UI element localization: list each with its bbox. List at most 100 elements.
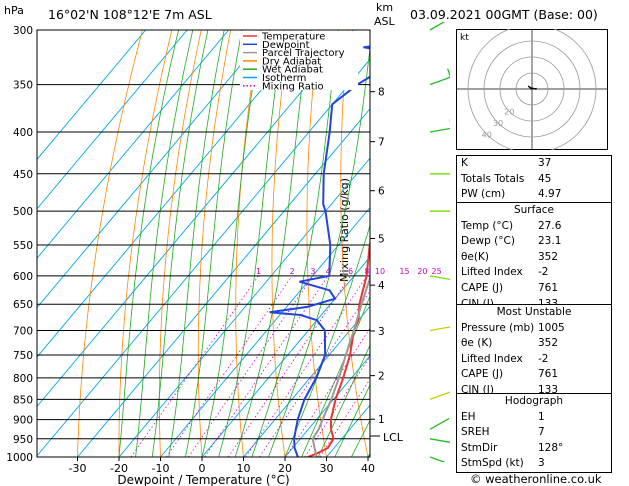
legend-label: Temperature: [261, 32, 325, 43]
mixing-ratio-label: 25: [432, 267, 442, 276]
pressure-tick-label: 900: [13, 415, 33, 427]
hpa-unit-label: hPa: [4, 4, 24, 17]
surface-box: Surface Temp (°C) 27.6 Dewp (°C) 23.1 θe(K…: [456, 202, 612, 314]
isotherm-line: [37, 30, 147, 161]
mixing-ratio-line: [227, 275, 351, 457]
mixing-ratio-line: [304, 355, 370, 457]
plot-area: [37, 30, 629, 457]
hodograph-ring: [483, 40, 581, 138]
km-tick-label: 3: [378, 326, 385, 338]
x-tick-label: 0: [199, 462, 206, 475]
hodograph-title: Hodograph: [504, 395, 564, 407]
pressure-tick-label: 300: [13, 25, 33, 37]
wet-adiabat-line: [151, 30, 209, 457]
pressure-tick-label: 450: [13, 169, 33, 181]
surface-title: Surface: [513, 204, 554, 216]
mixing-ratio-label: 20: [417, 267, 427, 276]
mixing-ratio-label: 10: [375, 267, 385, 276]
pressure-tick-label: 350: [13, 80, 33, 92]
most-unstable-title: Most Unstable: [496, 306, 572, 318]
pressure-tick-label: 1000: [6, 452, 33, 464]
wet-adiabat-line: [334, 384, 370, 457]
wind-barb: [429, 438, 450, 443]
wind-barb-shaft: [429, 68, 450, 86]
wind-barb-shaft: [429, 417, 450, 430]
hodograph-unit-label: kt: [460, 33, 469, 43]
mixing-ratio-label: 2: [290, 267, 295, 276]
mixing-ratio-line: [166, 275, 293, 457]
hodograph-ring: [515, 72, 549, 106]
wind-barb-shaft: [429, 275, 450, 281]
storm-motion-vector: [527, 85, 533, 90]
hodograph-stats-box: Hodograph EH 1 SREH 7 StmDir 128° StmSpd (k…: [456, 393, 612, 473]
wind-barb: [429, 391, 450, 400]
km-tick-label: 1: [378, 414, 385, 426]
wind-barb-shaft: [429, 22, 446, 31]
wet-adiabat-line: [317, 344, 370, 457]
pressure-tick-label: 500: [13, 206, 33, 218]
station-location: 16°02'N 108°12'E 7m ASL: [48, 7, 212, 22]
wind-barb-shaft: [429, 210, 450, 212]
mixing-ratio-line: [130, 275, 259, 457]
mixing-ratio-line: [188, 275, 314, 457]
mixing-ratio-line: [245, 275, 368, 457]
legend-label: Parcel Trajectory: [262, 48, 345, 59]
x-tick-label: 10: [237, 462, 251, 475]
legend-label: Dry Adiabat: [262, 56, 321, 67]
forecast-date: 03.09.2021 00GMT (Base: 00): [410, 7, 598, 22]
legend-background: [240, 31, 358, 90]
wet-adiabat-line: [201, 30, 262, 457]
isotherm-line: [37, 30, 354, 408]
isotherm-line: [37, 30, 271, 309]
pressure-tick-label: 950: [13, 434, 33, 446]
pressure-tick-label: 400: [13, 127, 33, 139]
km-tick-label: 7: [378, 137, 385, 149]
dry-adiabat-line: [306, 30, 327, 457]
pressure-tick-label: 700: [13, 326, 33, 338]
wind-barb: [429, 210, 450, 212]
wind-barb: [429, 275, 450, 281]
mixing-ratio-label: 1: [256, 267, 261, 276]
wind-barb-shaft: [429, 456, 446, 462]
mixing-ratio-line: [204, 275, 329, 457]
isotherm-line: [77, 108, 370, 457]
mixing-ratio-label: 8: [364, 267, 369, 276]
isotherm-line: [284, 355, 370, 457]
wind-barb: [429, 417, 450, 430]
dry-adiabat-line: [613, 30, 629, 457]
asl-unit-label: ASL: [374, 15, 395, 28]
pressure-tick-label: 850: [13, 394, 33, 406]
wind-barb: [429, 22, 446, 31]
pressure-tick-label: 550: [13, 240, 33, 252]
km-tick-label: 5: [378, 233, 385, 245]
mixing-ratio-label: 15: [399, 267, 409, 276]
legend-label: Isotherm: [262, 73, 306, 84]
dewpoint-profile: [269, 45, 370, 457]
legend-label: Dewpoint: [262, 40, 310, 51]
wet-adiabat-line: [251, 30, 339, 457]
hodograph-ring-label: 30: [493, 119, 503, 128]
x-tick-label: 30: [320, 462, 334, 475]
wind-barb-shaft: [429, 438, 450, 443]
pressure-tick-label: 800: [13, 373, 33, 385]
mixing-ratio-label: 4: [326, 267, 331, 276]
x-axis-label: Dewpoint / Temperature (°C): [117, 473, 289, 486]
hodograph-ring: [467, 29, 597, 150]
isotherm-line: [37, 30, 188, 210]
lcl-label: LCL: [383, 431, 403, 444]
x-tick-label: -30: [69, 462, 87, 475]
km-tick-label: 4: [378, 280, 385, 292]
isotherm-line: [160, 206, 370, 457]
km-tick-label: 8: [378, 87, 385, 99]
wind-barb: [429, 456, 446, 462]
parcel-trajectory-profile: [311, 274, 370, 457]
wind-barb-shaft: [429, 173, 450, 175]
x-tick-label: -20: [110, 462, 128, 475]
wet-adiabat-line: [185, 30, 243, 457]
x-tick-label: 40: [361, 462, 375, 475]
x-tick-label: 20: [278, 462, 292, 475]
pressure-tick-label: 750: [13, 350, 33, 362]
